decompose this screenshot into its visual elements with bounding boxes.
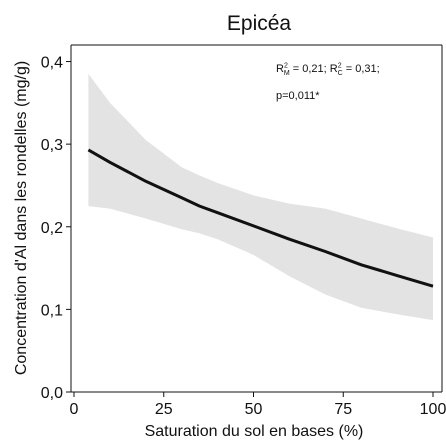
x-axis-label: Saturation du sol en bases (%) — [145, 423, 364, 440]
y-axis-ticks: 0,0 0,1 0,2 0,3 0,4 — [41, 55, 71, 402]
model-fit-annotation: R2M = 0,21; R2C = 0,31; — [276, 62, 380, 77]
p-value-annotation: p=0,011* — [276, 90, 320, 102]
y-tick-label: 0,1 — [41, 302, 63, 319]
x-tick-label: 0 — [70, 401, 79, 418]
x-axis-ticks: 0 25 50 75 100 — [70, 392, 446, 418]
y-axis-label: Concentration d'Al dans les rondelles (m… — [13, 61, 30, 375]
x-tick-label: 100 — [420, 401, 446, 418]
y-tick-label: 0,0 — [41, 385, 63, 402]
rm-label: R2M = 0,21; — [276, 62, 330, 77]
confidence-band — [88, 73, 434, 321]
fit-line-layer — [87, 148, 434, 288]
fit-line — [87, 148, 434, 288]
x-tick-label: 75 — [334, 401, 352, 418]
x-tick-label: 50 — [245, 401, 263, 418]
y-tick-label: 0,2 — [41, 220, 63, 237]
x-tick-label: 25 — [155, 401, 173, 418]
confidence-band-layer — [88, 73, 434, 321]
chart-title: Epicéa — [227, 12, 292, 35]
y-tick-label: 0,3 — [41, 137, 63, 154]
y-tick-label: 0,4 — [41, 55, 63, 72]
rc-label: R2C = 0,31; — [329, 62, 380, 77]
